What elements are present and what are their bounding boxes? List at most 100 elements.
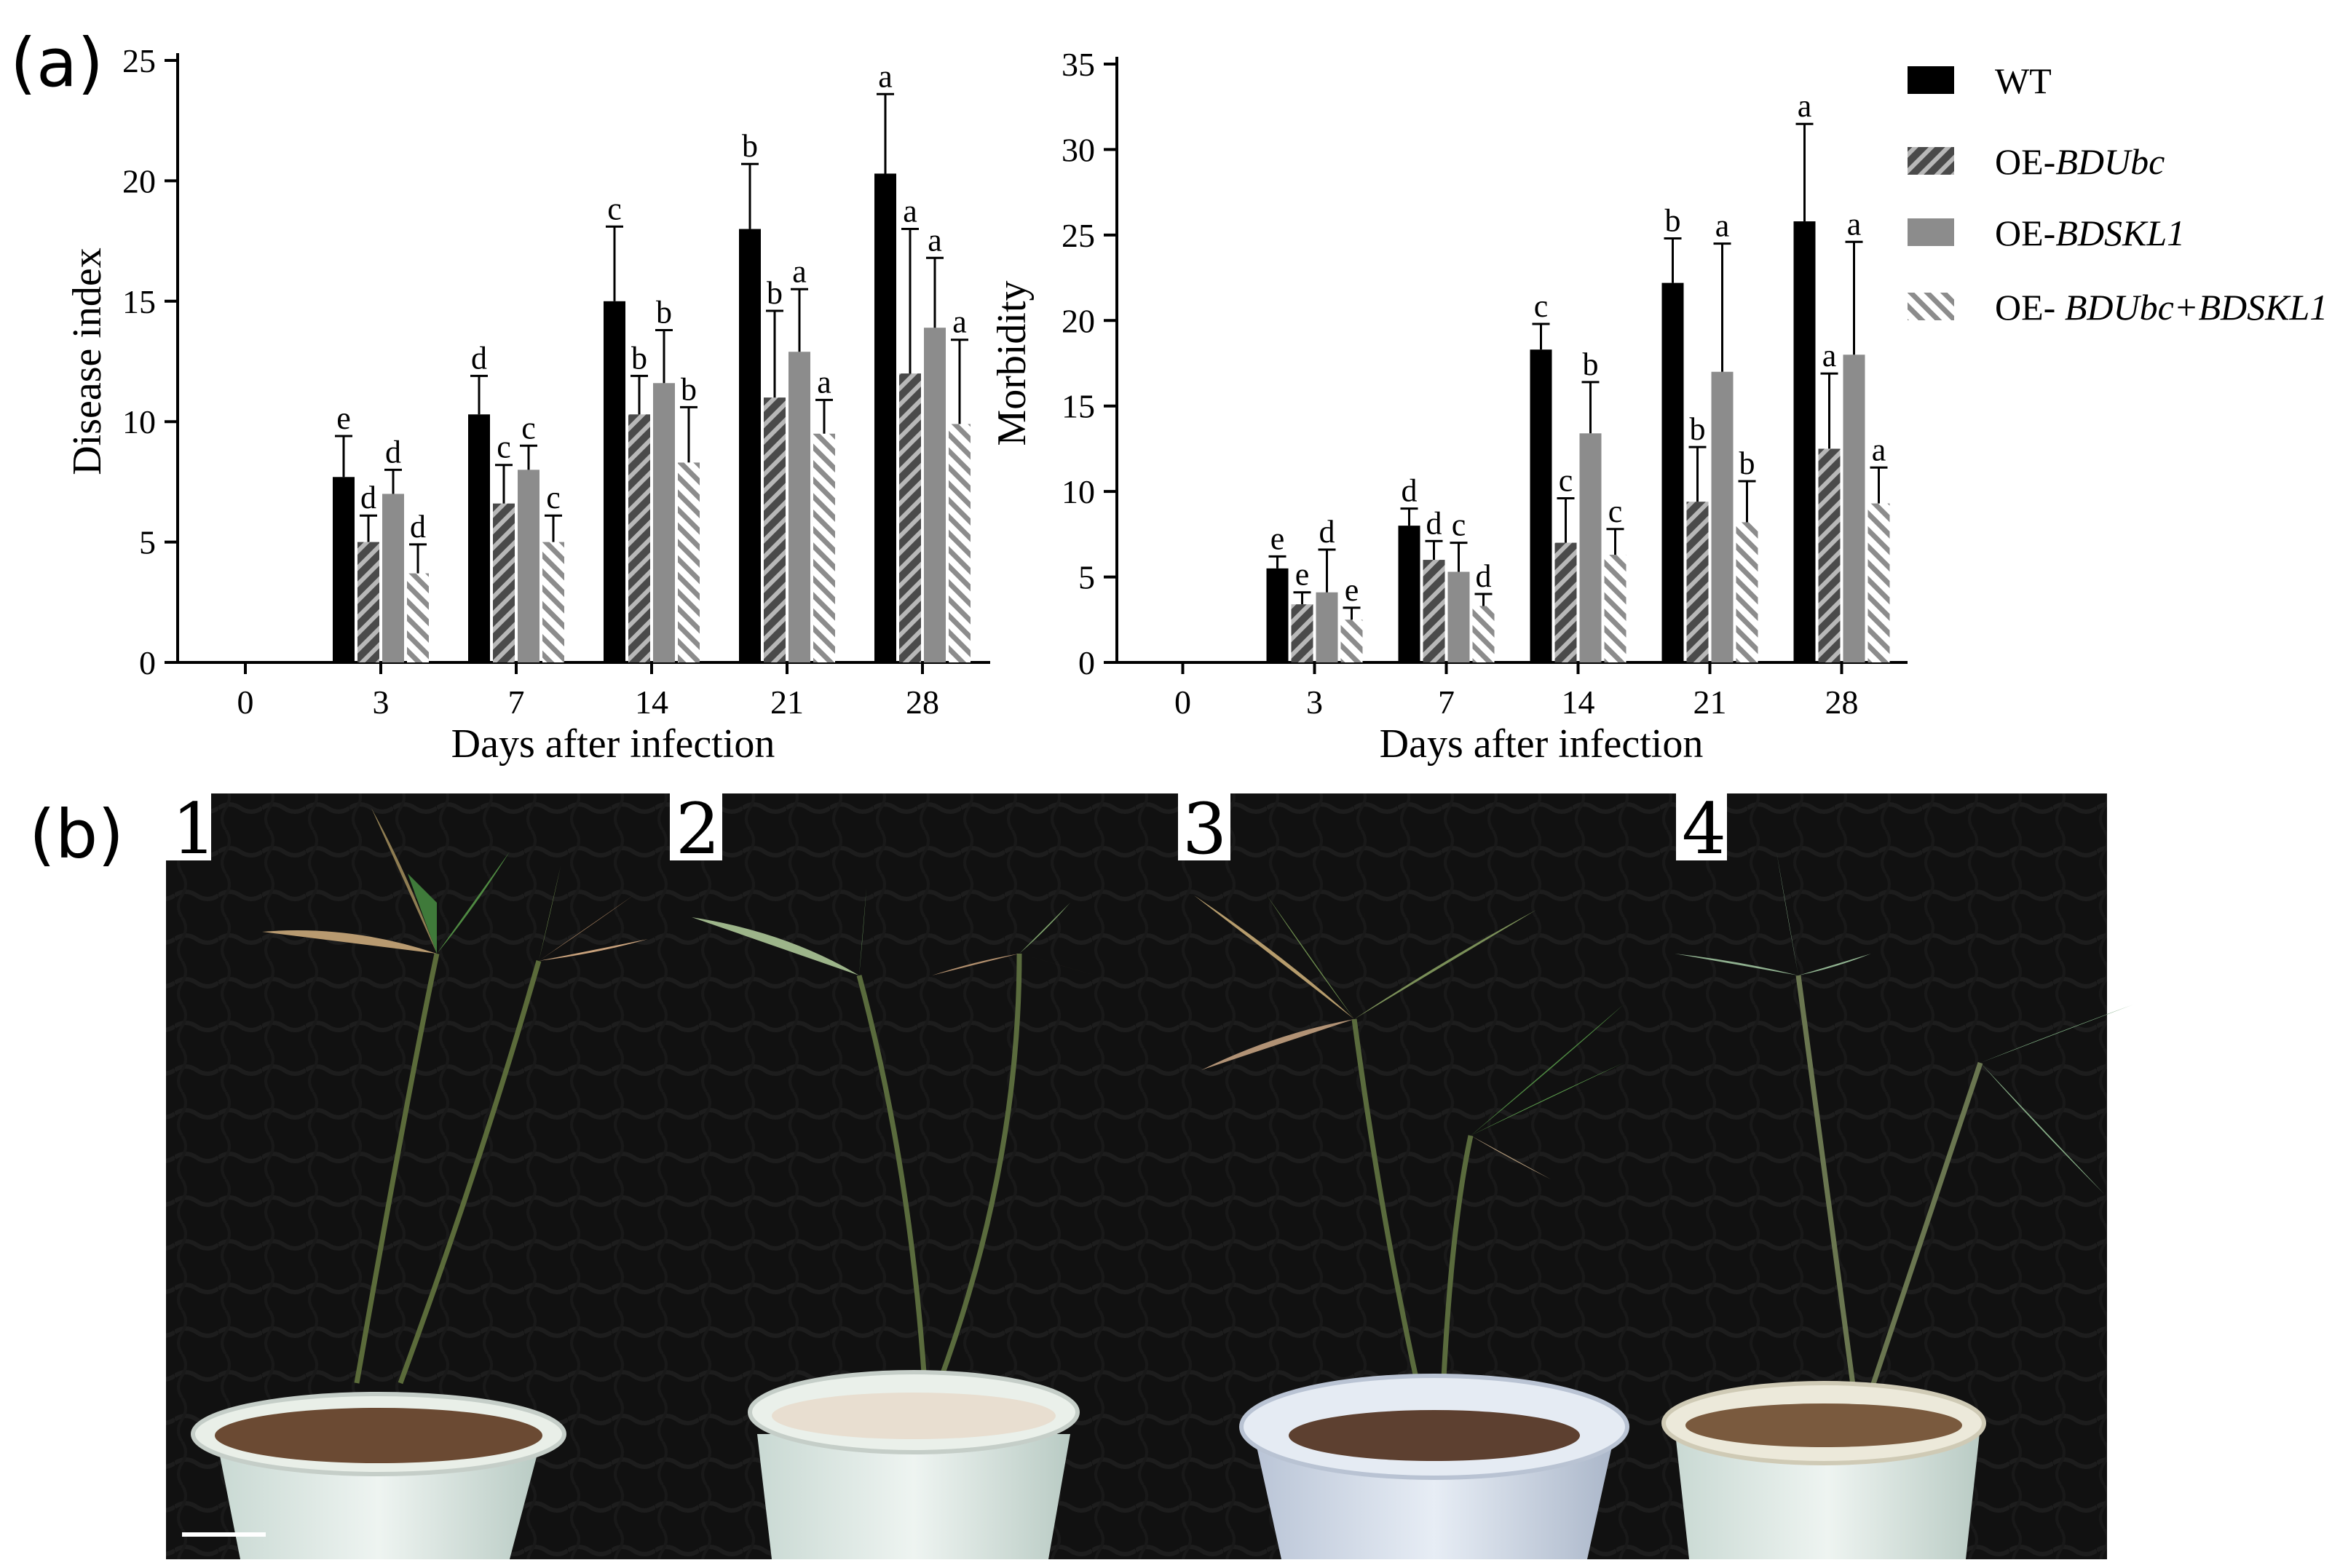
bar-oe-bdskl1 [518, 470, 539, 662]
photo-2: 2 [670, 788, 1159, 1559]
photo-4-number: 4 [1682, 788, 1726, 870]
significance-letter-wt: e [336, 400, 351, 436]
bar-oe-bdubc [1554, 542, 1577, 662]
significance-letter-oe-bdubc: d [1426, 505, 1442, 541]
legend-item-oe-bdubc: OE-BDUbc [1908, 141, 2165, 182]
x-tick-label: 14 [1562, 684, 1595, 721]
y-tick-label: 35 [1062, 46, 1095, 83]
legend-swatch-oe-bdubc [1908, 147, 1954, 175]
legend-gene-oe-bdskl1: BDSKL1 [2055, 213, 2185, 253]
significance-letter-oe-bdubc: c [1559, 463, 1573, 499]
legend: WT OE-BDUbc OE-BDSKL1 OE- BDUbc+BDSKL1 [1908, 60, 2328, 328]
photo-1: 1 [166, 788, 670, 1559]
bar-oe-combo [1340, 619, 1363, 662]
bar-wt [1266, 568, 1289, 662]
bar-wt [1793, 221, 1816, 662]
x-tick-label: 7 [508, 684, 525, 721]
significance-letter-wt: a [1798, 88, 1812, 124]
significance-letter-oe-bdskl1: d [1319, 514, 1335, 550]
y-tick-label: 10 [122, 403, 156, 440]
bar-oe-combo [949, 424, 971, 662]
legend-label-wt: WT [1995, 60, 2052, 101]
bar-oe-combo [1604, 555, 1627, 662]
significance-letter-oe-combo: a [817, 364, 831, 400]
plant-4 [1795, 975, 1983, 1414]
legend-gene-oe-bdubc: BDUbc [2055, 141, 2165, 182]
bar-wt [1398, 526, 1420, 662]
significance-letter-wt: c [1534, 288, 1549, 324]
scale-bar [182, 1532, 266, 1537]
legend-swatch-oe-bdskl1 [1908, 218, 1954, 246]
y-tick-label: 0 [1078, 644, 1095, 681]
bar-oe-bdubc [493, 503, 515, 662]
plant-1 [354, 953, 542, 1385]
significance-letter-oe-combo: d [410, 509, 426, 545]
significance-letter-oe-bdskl1: a [928, 222, 942, 258]
bar-oe-bdskl1 [653, 383, 675, 662]
panel-label-a: (a) [10, 24, 103, 102]
x-tick-label: 21 [1693, 684, 1727, 721]
legend-prefix-oe-combo: OE- [1995, 287, 2065, 328]
significance-letter-oe-combo: a [952, 304, 967, 340]
plant-4-leaves [1675, 830, 2133, 1194]
significance-letter-oe-combo: b [681, 371, 697, 407]
x-tick-label: 3 [373, 684, 390, 721]
y-axis-title: Disease index [65, 248, 110, 475]
significance-letter-oe-bdskl1: a [1715, 208, 1730, 244]
x-tick-label: 21 [770, 684, 804, 721]
y-tick-label: 10 [1062, 473, 1095, 510]
significance-letter-oe-bdskl1: d [385, 434, 401, 470]
plant-2-leaves [692, 888, 1121, 983]
significance-letter-wt: c [607, 191, 622, 226]
photo-4-number-box [1676, 793, 1727, 860]
legend-prefix-oe-bdskl1: OE- [1995, 213, 2055, 253]
plant-3-leaves [1194, 874, 1624, 1179]
bar-oe-bdskl1 [1316, 592, 1338, 662]
photo-1-number: 1 [172, 788, 216, 870]
significance-letter-wt: b [1665, 203, 1681, 239]
bar-oe-combo [678, 462, 700, 662]
pot-4 [1661, 1381, 1986, 1559]
y-tick-label: 5 [1078, 559, 1095, 596]
x-tick-label: 3 [1306, 684, 1323, 721]
y-tick-label: 15 [1062, 388, 1095, 425]
x-tick-label: 0 [1174, 684, 1191, 721]
bar-oe-bdubc [628, 414, 650, 662]
plant-1-leaves [262, 808, 648, 961]
significance-letter-oe-bdskl1: b [1583, 347, 1599, 382]
bar-oe-bdubc [1291, 604, 1313, 662]
legend-item-oe-combo: OE- BDUbc+BDSKL1 [1908, 287, 2328, 328]
y-axis-title: Morbidity [989, 280, 1035, 446]
photo-3-number-box [1178, 793, 1230, 860]
bar-oe-combo [1472, 606, 1495, 662]
photo-2-number: 2 [676, 788, 720, 870]
legend-gene-oe-combo: BDUbc+BDSKL1 [2065, 287, 2328, 328]
significance-letter-wt: b [742, 128, 758, 164]
significance-letter-oe-bdskl1: b [656, 294, 672, 330]
significance-letter-oe-bdskl1: c [521, 410, 536, 446]
y-tick-label: 5 [139, 524, 156, 561]
bar-oe-combo [407, 573, 429, 662]
photo-4: 4 [1661, 788, 2133, 1559]
bar-oe-bdubc [764, 397, 786, 662]
bar-oe-bdubc [1818, 448, 1841, 662]
bar-wt [468, 414, 490, 662]
y-tick-label: 20 [1062, 302, 1095, 339]
significance-letter-oe-combo: c [1608, 494, 1623, 529]
legend-item-oe-bdskl1: OE-BDSKL1 [1908, 213, 2185, 253]
bar-wt [874, 173, 896, 662]
bar-wt [739, 229, 761, 662]
significance-letter-oe-bdubc: b [631, 340, 647, 376]
significance-letter-wt: a [878, 58, 893, 94]
bar-oe-bdubc [899, 373, 921, 662]
bar-oe-bdskl1 [382, 494, 404, 662]
panel-label-b: (b) [29, 796, 124, 874]
significance-letter-oe-bdubc: a [1822, 338, 1837, 373]
legend-label-oe-bdskl1: OE-BDSKL1 [1995, 213, 2185, 253]
photo-2-number-box [670, 793, 722, 860]
bar-wt [1661, 282, 1684, 662]
significance-letter-oe-bdskl1: c [1452, 507, 1466, 543]
bar-oe-bdubc [1686, 502, 1709, 662]
significance-letter-oe-bdskl1: a [1847, 206, 1862, 242]
